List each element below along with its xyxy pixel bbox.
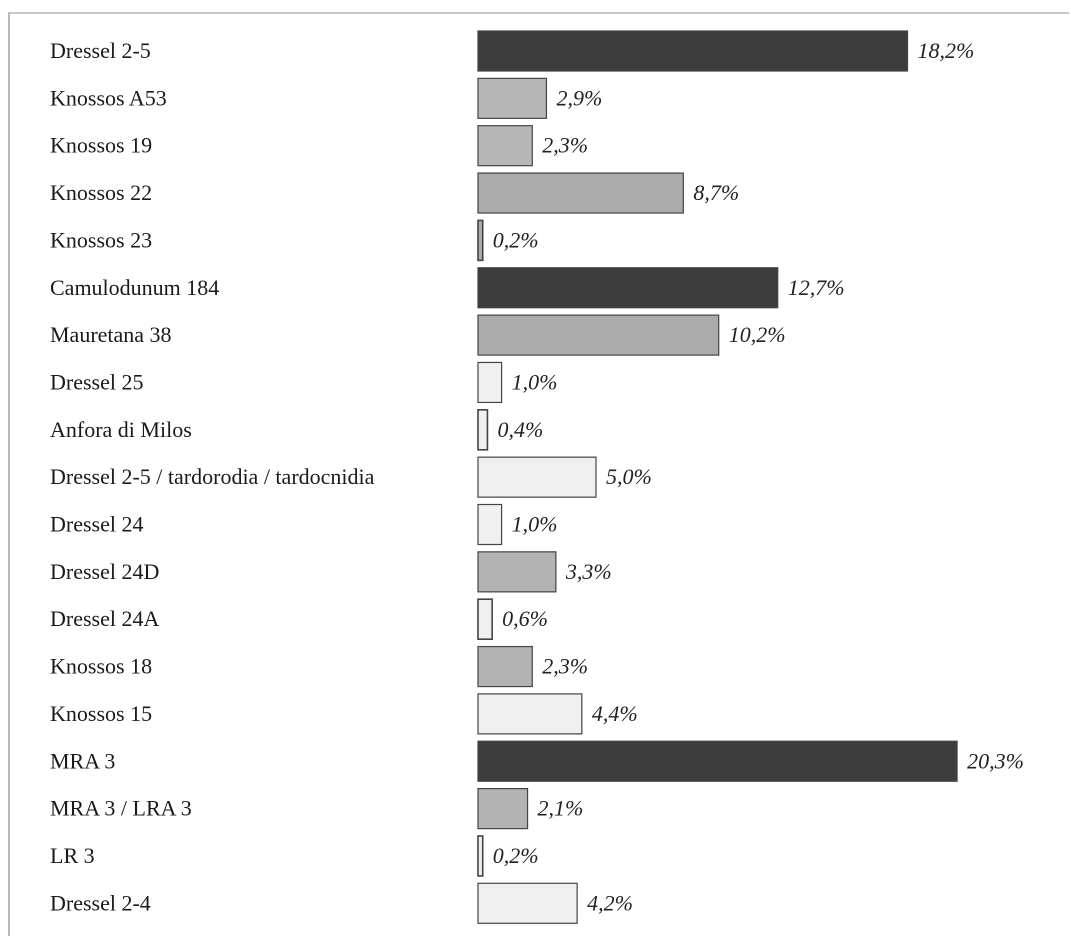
bar — [477, 408, 489, 451]
category-label: Anfora di Milos — [50, 417, 192, 442]
bar — [477, 835, 484, 877]
value-label: 1,0% — [512, 512, 558, 537]
bar — [477, 882, 578, 924]
category-label: Knossos A53 — [50, 85, 167, 110]
category-label: Knossos 15 — [50, 701, 152, 726]
value-label: 2,3% — [542, 133, 588, 158]
value-label: 20,3% — [967, 748, 1024, 773]
value-label: 2,3% — [542, 654, 588, 679]
value-label: 10,2% — [729, 322, 786, 347]
category-label: Dressel 24D — [50, 559, 159, 584]
category-label: Dressel 24 — [50, 512, 143, 537]
bar — [477, 503, 503, 546]
bar — [477, 267, 779, 309]
category-label: Knossos 23 — [50, 227, 152, 252]
category-label: Mauretana 38 — [50, 322, 172, 347]
category-label: Dressel 25 — [50, 369, 143, 394]
value-label: 12,7% — [788, 275, 845, 300]
category-label: LR 3 — [50, 843, 95, 868]
value-label: 4,2% — [587, 890, 633, 915]
chart-frame — [8, 12, 1069, 936]
value-label: 2,9% — [556, 85, 602, 110]
value-label: 0,4% — [497, 417, 543, 442]
category-label: Knossos 19 — [50, 133, 152, 158]
value-label: 0,6% — [502, 606, 548, 631]
category-label: Knossos 18 — [50, 654, 152, 679]
category-label: Dressel 24A — [50, 606, 159, 631]
bar — [477, 125, 533, 167]
bar — [477, 693, 583, 735]
category-label: Dressel 2-4 — [50, 890, 151, 915]
bar — [477, 740, 958, 782]
bar — [477, 645, 533, 688]
category-label: MRA 3 / LRA 3 — [50, 796, 192, 821]
bar — [477, 219, 484, 262]
category-label: Camulodunum 184 — [50, 275, 219, 300]
bar — [477, 361, 503, 404]
value-label: 0,2% — [493, 227, 539, 252]
category-label: Knossos 22 — [50, 180, 152, 205]
bar — [477, 598, 493, 641]
bar — [477, 551, 557, 593]
category-label: Dressel 2-5 — [50, 38, 151, 63]
bar — [477, 314, 720, 356]
value-label: 1,0% — [512, 369, 558, 394]
bar — [477, 787, 529, 830]
bar — [477, 77, 548, 119]
value-label: 4,4% — [592, 701, 638, 726]
category-label: MRA 3 — [50, 748, 115, 773]
bar — [477, 456, 597, 498]
value-label: 0,2% — [493, 843, 539, 868]
category-label: Dressel 2-5 / tardorodia / tardocnidia — [50, 464, 375, 489]
value-label: 3,3% — [565, 559, 612, 584]
value-label: 18,2% — [918, 38, 975, 63]
value-label: 8,7% — [693, 180, 739, 205]
value-label: 5,0% — [606, 464, 652, 489]
value-label: 2,1% — [538, 796, 584, 821]
bar — [477, 30, 909, 72]
bar — [477, 172, 684, 214]
